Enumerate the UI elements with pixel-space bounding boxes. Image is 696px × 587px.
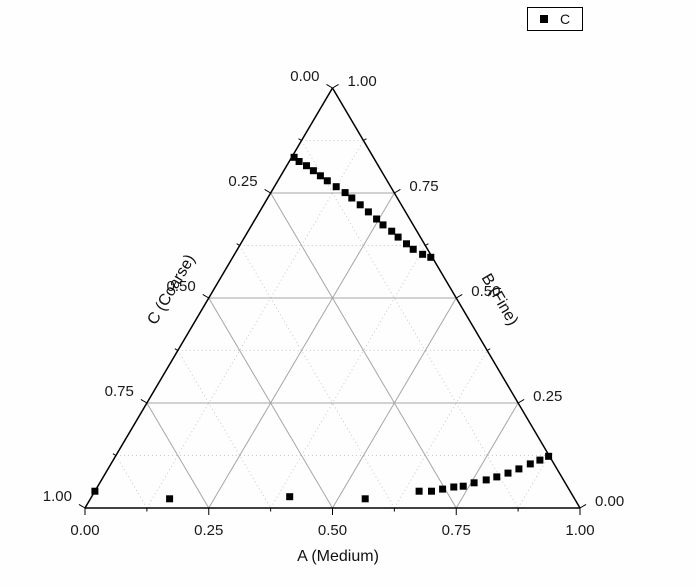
tick-label: 1.00 xyxy=(43,488,72,505)
tick-label: 0.50 xyxy=(318,522,347,539)
data-point xyxy=(419,250,427,258)
square-marker-icon xyxy=(540,15,548,23)
grid-major xyxy=(146,192,519,509)
tick-label: 0.75 xyxy=(409,178,438,195)
data-point xyxy=(409,245,417,253)
data-point xyxy=(493,473,501,481)
tick-label: 0.75 xyxy=(442,522,471,539)
data-point xyxy=(373,215,381,223)
legend-item-c[interactable]: C xyxy=(540,11,570,27)
data-point xyxy=(515,465,523,473)
tick-label: 0.25 xyxy=(533,388,562,405)
data-point xyxy=(415,487,423,495)
data-point xyxy=(91,487,99,495)
data-point xyxy=(388,227,396,235)
data-point xyxy=(470,479,478,487)
tick-label: 0.00 xyxy=(290,68,319,85)
axis-title-a-medium: A (Medium) xyxy=(297,548,379,565)
series-C xyxy=(91,153,553,503)
grid-minor xyxy=(115,140,550,509)
data-point xyxy=(459,482,467,490)
tick-label: 0.25 xyxy=(194,522,223,539)
data-point xyxy=(379,221,387,229)
data-point xyxy=(526,460,534,468)
data-point xyxy=(332,183,340,191)
data-point xyxy=(290,153,298,161)
data-point xyxy=(341,189,349,197)
data-point xyxy=(450,483,458,491)
data-point xyxy=(286,493,294,501)
data-point xyxy=(348,194,356,202)
data-point xyxy=(316,172,324,180)
data-point xyxy=(504,469,512,477)
tick-label: 0.00 xyxy=(595,493,624,510)
data-point xyxy=(323,177,331,185)
tick-label: 0.75 xyxy=(105,383,134,400)
data-point xyxy=(428,487,435,495)
data-point xyxy=(166,495,174,503)
legend-label: C xyxy=(560,11,571,27)
tick-label: 1.00 xyxy=(348,73,377,90)
data-point xyxy=(536,456,544,464)
data-point xyxy=(361,495,369,503)
tick-label: 0.50 xyxy=(167,278,196,295)
data-point xyxy=(482,476,490,484)
data-point xyxy=(439,485,447,493)
tick-label: 0.50 xyxy=(471,283,500,300)
data-point xyxy=(295,158,303,165)
data-point xyxy=(394,233,402,241)
axis-ticks xyxy=(78,84,587,515)
data-point xyxy=(545,452,553,460)
tick-labels: 0.00 0.25 0.50 0.75 1.000.000.250.500.751.00… xyxy=(43,68,624,539)
data-point xyxy=(364,208,372,216)
data-point xyxy=(427,253,435,261)
tick-label: 1.00 xyxy=(565,522,594,539)
data-point xyxy=(303,162,310,170)
tick-label: 0.00 xyxy=(70,522,99,539)
data-point xyxy=(356,201,364,209)
tick-label: 0.25 xyxy=(228,173,257,190)
data-point xyxy=(309,167,317,175)
legend: C xyxy=(527,7,584,31)
data-point xyxy=(403,240,410,248)
